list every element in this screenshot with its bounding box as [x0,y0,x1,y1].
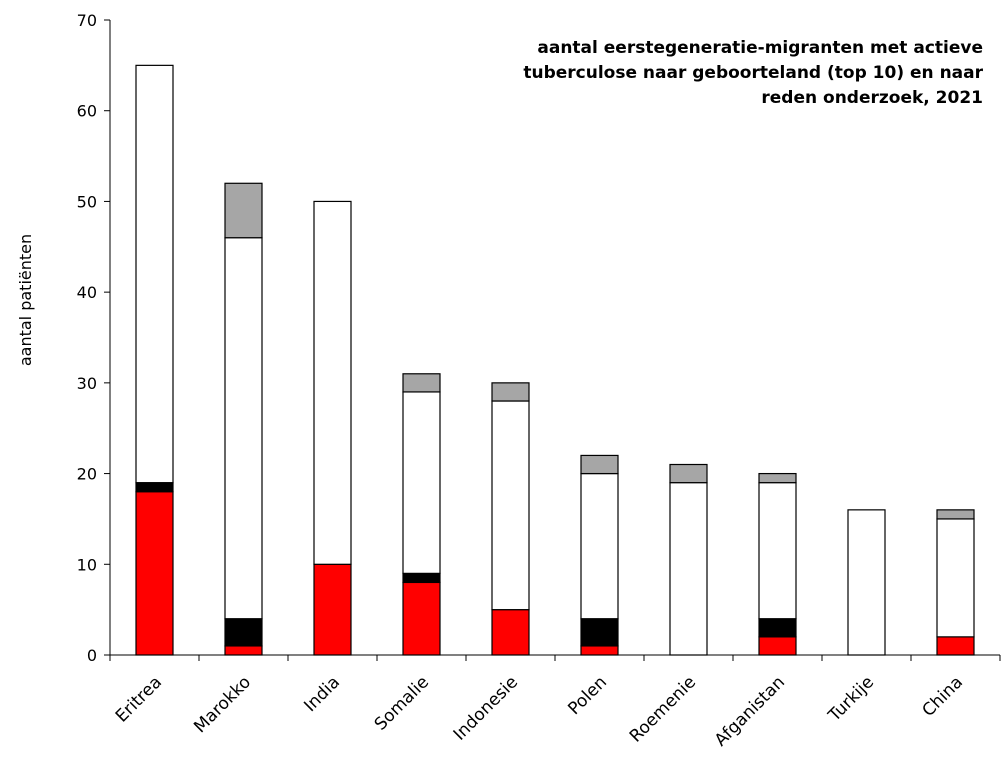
bar-segment [580,454,619,475]
bar-segment [758,636,797,656]
bar-segment [491,382,530,402]
y-tick-label: 60 [77,102,97,121]
plot-area: 0 10 20 30 40 50 60 70 Eritrea Marokko India Somali… [77,11,1001,750]
x-category-label: Afganistan [711,672,789,750]
y-tick-label: 70 [77,11,97,30]
bar-segment [402,373,441,393]
x-category-label: Roemenie [626,672,700,746]
bar-segment [224,618,263,647]
bar-segment [491,400,530,611]
bar-segment [313,200,352,565]
bar-segment [224,182,263,239]
bar-segment [402,572,441,584]
x-category-label: India [300,672,344,716]
bar-segment [135,491,174,656]
chart-title-line-1: aantal eerstegeneratie-migranten met act… [537,38,983,58]
bar-segment [224,645,263,656]
bar-segment [936,636,975,656]
y-tick-label: 20 [77,465,97,484]
bar-segment [936,509,975,520]
bar-segment [402,581,441,656]
bar-segment [580,645,619,656]
y-tick-label: 30 [77,374,97,393]
chart-title-line-3: reden onderzoek, 2021 [761,88,983,108]
bar-segment [669,463,708,484]
bar-segment [224,237,263,620]
bar-segment [669,482,708,656]
y-tick-label: 10 [77,555,97,574]
x-category-label: China [919,672,967,720]
x-category-label: Polen [564,672,611,719]
y-tick-label: 40 [77,283,97,302]
bar-segment [135,64,174,484]
bar-segment [491,609,530,656]
bar-segment [402,391,441,574]
y-tick-label: 0 [87,646,97,665]
chart-title-line-2: tuberculose naar geboorteland (top 10) e… [523,63,983,83]
x-category-label: Somalie [371,672,433,734]
bar-segment [936,518,975,638]
bar-segment [580,472,619,620]
x-category-label: Marokko [190,672,255,737]
bar-segment [580,618,619,647]
x-category-label: Turkije [824,672,878,726]
bar-segment [847,509,886,656]
bar-segment [758,618,797,638]
x-category-label: Eritrea [112,672,166,726]
chart-title: aantal eerstegeneratie-migranten met act… [523,38,983,108]
bar-segment [135,482,174,493]
y-tick-label: 50 [77,192,97,211]
bar-segment [313,563,352,656]
x-category-label: Indonesie [450,672,522,744]
y-axis-title: aantal patiënten [16,234,35,366]
bar-segment [758,472,797,484]
bar-segment [758,482,797,620]
